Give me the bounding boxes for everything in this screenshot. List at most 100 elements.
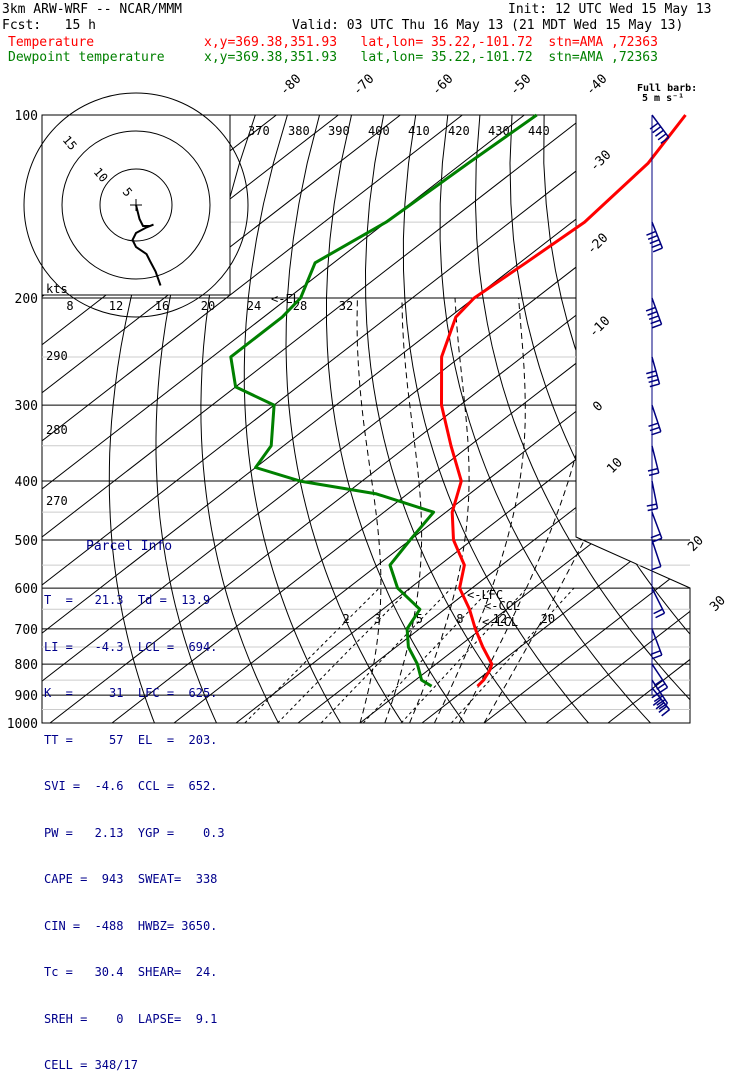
mixing-ratio-label: 20 (541, 612, 555, 626)
isotherm-label: -60 (429, 72, 456, 99)
speed-tick-label: 8 (66, 299, 73, 313)
isotherm-line (174, 115, 740, 723)
pressure-tick-label: 600 (15, 582, 38, 597)
parcel-row: SREH = 0 LAPSE= 9.1 (44, 1012, 234, 1028)
wind-barb-staff (652, 540, 661, 567)
mixing-ratio-label: 2 (342, 612, 349, 626)
isotherm-label: -70 (350, 72, 377, 99)
wind-barb-flag (651, 432, 660, 435)
parcel-info-table: T = 21.3 Td = 13.9 LI = -4.3 LCL = 694. … (44, 562, 234, 1089)
mixing-ratio-label: 8 (456, 612, 463, 626)
speed-tick-label: 24 (247, 299, 261, 313)
parcel-row: TT = 57 EL = 203. (44, 733, 234, 749)
wind-barb (646, 298, 662, 328)
isotherm-label: -50 (507, 72, 534, 99)
wind-barb-staff (652, 298, 662, 324)
wind-barb-flag (650, 240, 659, 244)
pressure-tick-label: 300 (15, 399, 38, 414)
moist-adiabat-line (357, 298, 381, 723)
theta-label: 410 (408, 124, 430, 138)
moist-adiabat-line (459, 298, 593, 723)
theta-left-label: 280 (46, 423, 68, 437)
theta-left-label: 290 (46, 349, 68, 363)
wind-barb (646, 222, 662, 252)
parcel-row: K = 31 LFC = 625. (44, 686, 234, 702)
isotherm-line (360, 115, 740, 723)
speed-tick-label: 20 (201, 299, 215, 313)
wind-barb-flag (658, 134, 666, 140)
dry-adiabat-line (440, 115, 650, 723)
wind-barb (648, 446, 659, 476)
parcel-level-annotation: <-CCL (484, 599, 520, 613)
isotherm-line (608, 115, 740, 723)
isotherm-label: -10 (586, 314, 613, 341)
mixing-ratio-line (363, 588, 491, 723)
wind-barb-flag (652, 324, 661, 327)
parcel-row: CAPE = 943 SWEAT= 338 (44, 872, 234, 888)
wind-barb-flag (646, 231, 655, 235)
isotherm-line (546, 115, 740, 723)
wind-barb-flag (654, 609, 663, 613)
isotherm-label: -30 (587, 148, 614, 175)
parcel-row: T = 21.3 Td = 13.9 (44, 593, 234, 609)
pressure-tick-label: 200 (15, 292, 38, 307)
dry-adiabat-line (510, 115, 740, 723)
speed-tick-label: 32 (339, 299, 353, 313)
wind-barb-flag (650, 123, 658, 129)
dry-adiabat-line (705, 115, 740, 723)
wind-barb (651, 629, 662, 659)
wind-barb (651, 512, 662, 542)
dry-adiabat-line (673, 115, 740, 723)
wind-barb-flag (646, 307, 655, 310)
isotherm-line (484, 115, 740, 723)
dry-adiabat-line (608, 115, 740, 723)
mixing-ratio-line (245, 588, 379, 723)
theta-label: 420 (448, 124, 470, 138)
dry-adiabat-line (403, 115, 588, 723)
parcel-row: CELL = 348/17 (44, 1058, 234, 1074)
wind-barb-flag (653, 127, 661, 133)
isotherm-label: -40 (583, 72, 610, 99)
wind-barb-flag (655, 130, 663, 136)
mixing-ratio-label: 3 (374, 612, 381, 626)
parcel-row: SVI = -4.6 CCL = 652. (44, 779, 234, 795)
wind-barb-flag (662, 710, 670, 716)
pressure-tick-label: 400 (15, 475, 38, 490)
profiles (231, 115, 686, 686)
wind-barb-flag (652, 655, 661, 659)
parcel-row: Tc = 30.4 SHEAR= 24. (44, 965, 234, 981)
wind-barb (649, 405, 661, 435)
wind-barb-flag (648, 509, 658, 511)
wind-barb-flag (651, 567, 660, 570)
wind-barb-flag (656, 613, 665, 617)
isotherm-label: -80 (277, 72, 304, 99)
wind-barb-flag (651, 244, 660, 248)
pressure-tick-label: 500 (15, 534, 38, 549)
theta-label: 400 (368, 124, 390, 138)
parcel-info-title: Parcel Info (86, 539, 172, 554)
wind-barb-flag (649, 423, 658, 426)
theta-label: 380 (288, 124, 310, 138)
pressure-tick-label: 1000 (7, 717, 38, 732)
pressure-tick-label: 900 (15, 689, 38, 704)
wind-barb-flag (648, 236, 657, 240)
dry-adiabat-line (544, 115, 740, 723)
parcel-level-annotation: <-LCL (482, 615, 518, 629)
speed-tick-label: 16 (155, 299, 169, 313)
theta-label: 370 (248, 124, 270, 138)
parcel-row: PW = 2.13 YGP = 0.3 (44, 826, 234, 842)
isotherm-label: 30 (707, 593, 729, 615)
wind-barb-flag (653, 248, 662, 252)
wind-barb-flag (646, 371, 656, 374)
wind-barb (650, 115, 669, 143)
mixing-ratio-line (278, 588, 411, 723)
pressure-tick-label: 800 (15, 658, 38, 673)
wind-barb-flag (649, 473, 659, 475)
wind-barbs (646, 115, 669, 716)
isotherm-label: 10 (604, 455, 626, 477)
theta-label: 390 (328, 124, 350, 138)
parcel-row: LI = -4.3 LCL = 694. (44, 640, 234, 656)
wind-barb-flag (648, 469, 658, 471)
wind-barb (652, 588, 665, 618)
wind-barb (646, 357, 659, 387)
